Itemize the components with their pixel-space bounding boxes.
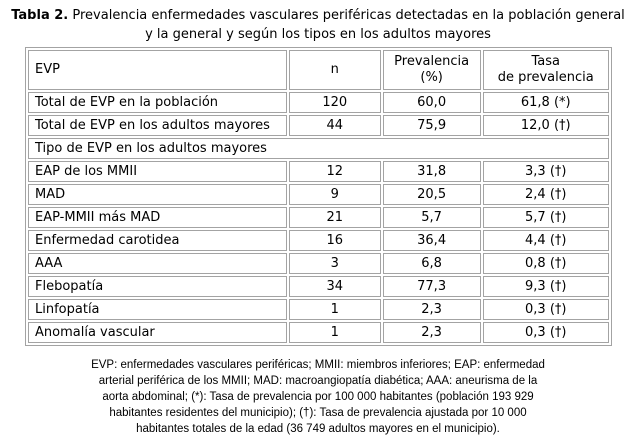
cell-n: 12 [288, 161, 381, 182]
row-label: EAP de los MMII [28, 161, 287, 182]
section-row-label: Tipo de EVP en los adultos mayores [28, 138, 609, 159]
row-label: Total de EVP en la población [28, 92, 287, 113]
table-header-row: EVP n Prevalencia (%) Tasa de prevalenci… [28, 50, 609, 90]
cell-n: 9 [288, 184, 381, 205]
cell-prevalencia: 77,3 [382, 276, 481, 297]
table-row: AAA 3 6,8 0,8 (†) [28, 253, 609, 274]
cell-prevalencia: 2,3 [382, 322, 481, 343]
cell-tasa: 0,8 (†) [482, 253, 609, 274]
cell-prevalencia: 6,8 [382, 253, 481, 274]
cell-prevalencia: 36,4 [382, 230, 481, 251]
cell-n: 21 [288, 207, 381, 228]
cell-tasa: 61,8 (*) [482, 92, 609, 113]
table-row: Total de EVP en los adultos mayores 44 75,… [28, 115, 609, 136]
table-caption: Tabla 2. Prevalencia enfermedades vascul… [0, 0, 636, 44]
footnote: EVP: enfermedades vasculares periféricas… [91, 359, 545, 435]
cell-tasa: 9,3 (†) [482, 276, 609, 297]
table-row: Linfopatía 1 2,3 0,3 (†) [28, 299, 609, 320]
cell-n: 34 [288, 276, 381, 297]
row-label: Anomalía vascular [28, 322, 287, 343]
caption-table-number: Tabla 2. [11, 8, 69, 23]
table-row: EAP-MMII más MAD 21 5,7 5,7 (†) [28, 207, 609, 228]
cell-n: 3 [288, 253, 381, 274]
cell-tasa: 4,4 (†) [482, 230, 609, 251]
row-label: Linfopatía [28, 299, 287, 320]
cell-prevalencia: 75,9 [382, 115, 481, 136]
cell-prevalencia: 31,8 [382, 161, 481, 182]
row-label: EAP-MMII más MAD [28, 207, 287, 228]
cell-prevalencia: 2,3 [382, 299, 481, 320]
prevalence-table: EVP n Prevalencia (%) Tasa de prevalenci… [25, 47, 612, 346]
cell-n: 16 [288, 230, 381, 251]
cell-tasa: 12,0 (†) [482, 115, 609, 136]
caption-line-1: Tabla 2. Prevalencia enfermedades vascul… [0, 6, 636, 25]
header-evp: EVP [28, 50, 287, 90]
header-tasa: Tasa de prevalencia [482, 50, 609, 90]
cell-tasa: 2,4 (†) [482, 184, 609, 205]
row-label: AAA [28, 253, 287, 274]
table-row: Flebopatía 34 77,3 9,3 (†) [28, 276, 609, 297]
caption-text: Prevalencia enfermedades vasculares peri… [72, 8, 625, 23]
table-row: EAP de los MMII 12 31,8 3,3 (†) [28, 161, 609, 182]
cell-tasa: 5,7 (†) [482, 207, 609, 228]
section-row: Tipo de EVP en los adultos mayores [28, 138, 609, 159]
table-row: Enfermedad carotidea 16 36,4 4,4 (†) [28, 230, 609, 251]
table-row: MAD 9 20,5 2,4 (†) [28, 184, 609, 205]
table-row: Total de EVP en la población 120 60,0 61,8 … [28, 92, 609, 113]
cell-n: 44 [288, 115, 381, 136]
table-body: Total de EVP en la población 120 60,0 61,8 … [28, 92, 609, 343]
cell-tasa: 0,3 (†) [482, 322, 609, 343]
row-label: Enfermedad carotidea [28, 230, 287, 251]
row-label: Flebopatía [28, 276, 287, 297]
header-prevalencia: Prevalencia (%) [382, 50, 481, 90]
row-label: MAD [28, 184, 287, 205]
header-n: n [288, 50, 381, 90]
cell-prevalencia: 60,0 [382, 92, 481, 113]
row-label: Total de EVP en los adultos mayores [28, 115, 287, 136]
caption-line-2: y la general y según los tipos en los ad… [145, 27, 491, 42]
cell-n: 120 [288, 92, 381, 113]
table-row: Anomalía vascular 1 2,3 0,3 (†) [28, 322, 609, 343]
cell-tasa: 0,3 (†) [482, 299, 609, 320]
cell-prevalencia: 20,5 [382, 184, 481, 205]
cell-n: 1 [288, 322, 381, 343]
cell-prevalencia: 5,7 [382, 207, 481, 228]
cell-n: 1 [288, 299, 381, 320]
cell-tasa: 3,3 (†) [482, 161, 609, 182]
